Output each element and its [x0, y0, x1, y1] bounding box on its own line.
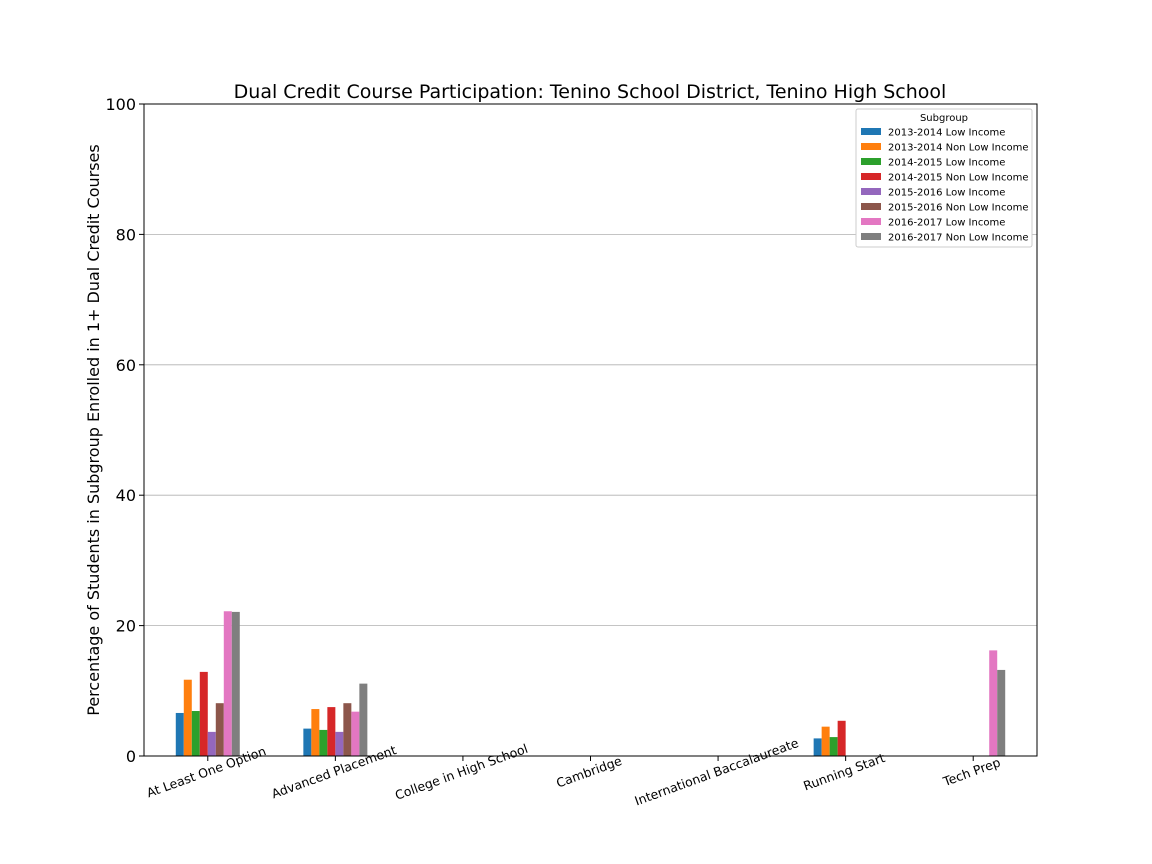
bar: [199, 671, 208, 756]
x-tick-label: Running Start: [801, 750, 887, 793]
legend-swatch: [861, 143, 881, 150]
legend-entry: 2015-2016 Low Income: [888, 188, 1005, 199]
legend-swatch: [861, 158, 881, 165]
y-tick-label: 100: [105, 95, 136, 114]
legend-entry: 2014-2015 Low Income: [888, 158, 1005, 169]
legend-entry: 2016-2017 Non Low Income: [888, 233, 1028, 244]
legend-entry: 2016-2017 Low Income: [888, 218, 1005, 229]
bar: [311, 709, 320, 756]
legend-swatch: [861, 203, 881, 210]
bar: [821, 726, 830, 756]
legend-swatch: [861, 218, 881, 225]
y-ticks: 0 20 40 60 80 100: [105, 95, 144, 766]
x-tick-label: College in High School: [393, 741, 530, 803]
legend-entry: 2013-2014 Low Income: [888, 128, 1005, 139]
x-tick-label: Cambridge: [554, 753, 624, 791]
bar: [319, 729, 328, 756]
bar: [351, 711, 360, 756]
chart-title: Dual Credit Course Participation: Tenino…: [234, 81, 947, 103]
bar: [335, 731, 344, 756]
legend-swatch: [861, 128, 881, 135]
bar: [989, 650, 998, 756]
bars: [175, 611, 1006, 756]
y-tick-label: 80: [116, 225, 136, 244]
bar: [327, 707, 336, 756]
bar: [215, 703, 224, 756]
y-tick-label: 0: [126, 747, 136, 766]
bar: [813, 738, 822, 756]
bar: [343, 703, 352, 756]
y-axis-label: Percentage of Students in Subgroup Enrol…: [84, 144, 103, 715]
bar: [359, 683, 368, 756]
bar: [231, 611, 240, 756]
bar: [207, 731, 216, 756]
legend: Subgroup 2013-2014 Low Income 2013-2014 N…: [855, 108, 1033, 248]
legend-swatch: [861, 233, 881, 240]
bar: [837, 720, 846, 756]
y-tick-label: 60: [116, 356, 136, 375]
bar: [175, 712, 184, 756]
bar: [303, 728, 312, 756]
legend-entry: 2013-2014 Non Low Income: [888, 143, 1028, 154]
bar: [223, 611, 232, 756]
legend-entry: 2015-2016 Non Low Income: [888, 203, 1028, 214]
legend-swatch: [861, 173, 881, 180]
y-tick-label: 40: [116, 486, 136, 505]
legend-entry: 2014-2015 Non Low Income: [888, 173, 1028, 184]
legend-title: Subgroup: [920, 113, 968, 124]
x-tick-label: International Baccalaureate: [633, 735, 801, 808]
bar: [829, 737, 838, 756]
y-tick-label: 20: [116, 617, 136, 636]
x-ticks: At Least One Option Advanced PlacementCol…: [145, 735, 1003, 808]
gridlines: [144, 233, 1037, 626]
legend-swatch: [861, 188, 881, 195]
bar: [191, 711, 200, 756]
bar: [997, 669, 1006, 756]
legend-box: [855, 108, 1033, 248]
x-tick-label: Tech Prep: [940, 754, 1002, 789]
bar: [183, 679, 192, 756]
